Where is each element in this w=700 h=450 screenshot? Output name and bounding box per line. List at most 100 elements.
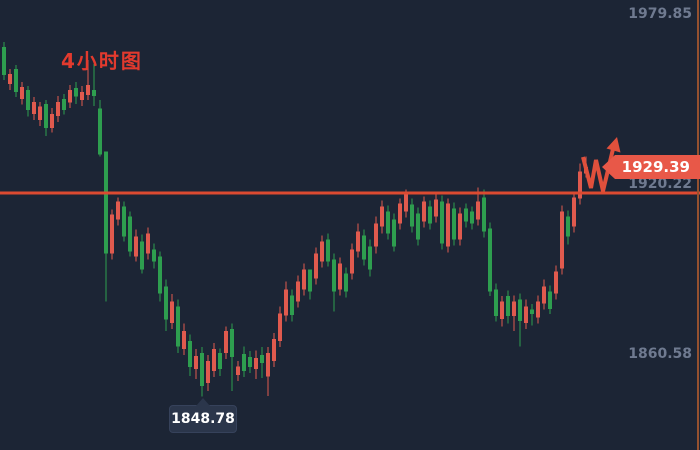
candle[interactable] (128, 211, 132, 257)
candle[interactable] (104, 151, 108, 302)
candle[interactable] (416, 207, 420, 246)
candle[interactable] (308, 269, 312, 300)
candle[interactable] (578, 163, 582, 205)
candle[interactable] (410, 198, 414, 233)
candle[interactable] (26, 85, 30, 117)
candle[interactable] (362, 229, 366, 266)
candle[interactable] (464, 203, 468, 228)
candle[interactable] (182, 323, 186, 356)
candle[interactable] (320, 235, 324, 268)
candle[interactable] (314, 247, 318, 285)
candle[interactable] (158, 251, 162, 302)
candle[interactable] (356, 223, 360, 258)
candle[interactable] (248, 351, 252, 374)
candle[interactable] (530, 304, 534, 326)
candle[interactable] (230, 323, 234, 392)
candle[interactable] (452, 202, 456, 246)
candle[interactable] (14, 64, 18, 97)
last-price-value: 1929.39 (621, 158, 690, 176)
candle[interactable] (2, 42, 6, 80)
candle[interactable] (470, 206, 474, 230)
candle[interactable] (38, 101, 42, 126)
candle[interactable] (338, 257, 342, 296)
candle[interactable] (368, 239, 372, 277)
candle[interactable] (374, 216, 378, 254)
candle[interactable] (170, 294, 174, 330)
candle[interactable] (74, 81, 78, 104)
candle[interactable] (512, 295, 516, 332)
candle[interactable] (122, 201, 126, 242)
candle[interactable] (44, 99, 48, 136)
candle[interactable] (236, 361, 240, 382)
candle[interactable] (440, 195, 444, 250)
candle[interactable] (110, 209, 114, 260)
candle[interactable] (302, 263, 306, 296)
candle[interactable] (176, 299, 180, 354)
candle[interactable] (218, 348, 222, 377)
candle[interactable] (140, 234, 144, 274)
candle[interactable] (350, 243, 354, 280)
candle[interactable] (542, 279, 546, 310)
candle[interactable] (494, 283, 498, 322)
candle[interactable] (422, 196, 426, 228)
candle[interactable] (62, 93, 66, 115)
candle[interactable] (506, 290, 510, 324)
candle[interactable] (86, 60, 90, 100)
candle[interactable] (134, 229, 138, 262)
candle[interactable] (392, 213, 396, 252)
candle[interactable] (92, 64, 96, 106)
candle[interactable] (332, 253, 336, 312)
candle[interactable] (206, 355, 210, 392)
candle[interactable] (32, 96, 36, 120)
candle[interactable] (68, 84, 72, 108)
candle[interactable] (572, 191, 576, 233)
candle[interactable] (284, 281, 288, 322)
candle-body (302, 269, 306, 290)
candle[interactable] (164, 279, 168, 332)
candle[interactable] (296, 275, 300, 308)
candle[interactable] (446, 198, 450, 253)
candle[interactable] (188, 334, 192, 377)
candle-body (62, 98, 66, 110)
candle[interactable] (260, 347, 264, 379)
candle[interactable] (524, 299, 528, 330)
candle[interactable] (272, 333, 276, 368)
candle[interactable] (518, 293, 522, 347)
candle[interactable] (344, 267, 348, 298)
candle[interactable] (536, 295, 540, 324)
candle[interactable] (266, 347, 270, 396)
candle[interactable] (566, 210, 570, 245)
candle[interactable] (290, 289, 294, 322)
candle[interactable] (482, 189, 486, 238)
candle[interactable] (386, 205, 390, 240)
candle[interactable] (254, 350, 258, 380)
candle[interactable] (224, 326, 228, 360)
candle[interactable] (80, 85, 84, 106)
candle[interactable] (146, 227, 150, 260)
candle[interactable] (116, 197, 120, 226)
candle[interactable] (548, 285, 552, 315)
candle[interactable] (500, 296, 504, 327)
candle[interactable] (488, 222, 492, 297)
candle[interactable] (8, 68, 12, 90)
candle[interactable] (212, 343, 216, 378)
candle[interactable] (200, 347, 204, 397)
candle[interactable] (50, 107, 54, 133)
candle-body (350, 249, 354, 274)
candle[interactable] (56, 95, 60, 122)
candle[interactable] (380, 200, 384, 234)
candle[interactable] (242, 346, 246, 378)
candle[interactable] (278, 306, 282, 348)
candle[interactable] (152, 243, 156, 269)
candle[interactable] (326, 233, 330, 267)
candle[interactable] (560, 205, 564, 275)
candle[interactable] (398, 198, 402, 230)
candle[interactable] (98, 99, 102, 157)
candle[interactable] (428, 200, 432, 230)
candle[interactable] (434, 194, 438, 223)
candle[interactable] (194, 349, 198, 380)
candle-body (50, 113, 54, 128)
candle[interactable] (458, 207, 462, 246)
candle[interactable] (20, 81, 24, 105)
candle[interactable] (554, 265, 558, 300)
